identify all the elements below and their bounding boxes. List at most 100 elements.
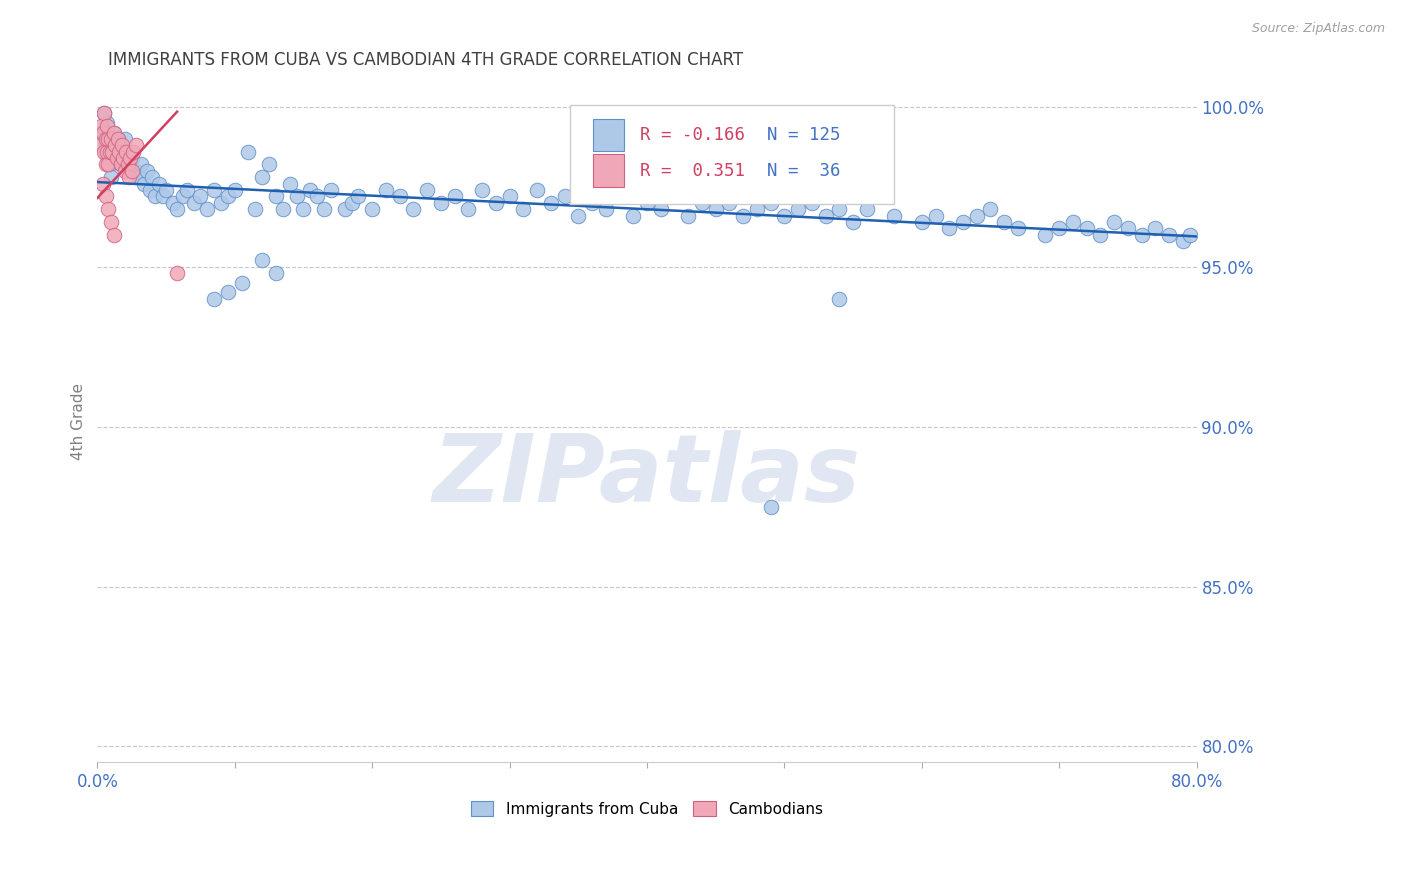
Point	[162, 195, 184, 210]
Point	[100, 170, 122, 185]
Point	[100, 215, 122, 229]
Text: N = 125: N = 125	[766, 126, 841, 145]
Point	[111, 138, 134, 153]
Point	[115, 145, 138, 159]
Point	[828, 202, 851, 217]
Point	[252, 253, 274, 268]
Point	[93, 106, 115, 120]
Text: R = -0.166: R = -0.166	[640, 126, 745, 145]
Point	[245, 202, 267, 217]
Point	[121, 151, 143, 165]
Point	[1090, 227, 1112, 242]
Bar	[593, 119, 624, 152]
Point	[1178, 227, 1201, 242]
Point	[110, 157, 132, 171]
Point	[93, 145, 115, 159]
Point	[217, 285, 239, 300]
Point	[457, 202, 479, 217]
Point	[135, 164, 157, 178]
Point	[787, 202, 810, 217]
Point	[141, 170, 163, 185]
Point	[89, 138, 111, 153]
Point	[1159, 227, 1181, 242]
Point	[257, 157, 280, 171]
Point	[664, 189, 686, 203]
Point	[1076, 221, 1098, 235]
Point	[745, 202, 768, 217]
Point	[430, 195, 453, 210]
Point	[125, 164, 148, 178]
Point	[217, 189, 239, 203]
Point	[264, 189, 287, 203]
Point	[97, 132, 120, 146]
Point	[299, 183, 322, 197]
Point	[96, 145, 118, 159]
Point	[814, 209, 837, 223]
Point	[103, 227, 125, 242]
Bar	[593, 154, 624, 187]
Point	[94, 189, 117, 203]
Point	[101, 145, 124, 159]
Point	[1102, 215, 1125, 229]
Point	[1062, 215, 1084, 229]
Point	[166, 202, 188, 217]
Point	[1007, 221, 1029, 235]
Point	[91, 126, 114, 140]
Point	[115, 145, 138, 159]
Point	[96, 119, 118, 133]
Point	[100, 132, 122, 146]
Point	[97, 157, 120, 171]
Point	[104, 138, 127, 153]
Point	[172, 189, 194, 203]
Point	[402, 202, 425, 217]
Point	[966, 209, 988, 223]
Point	[285, 189, 308, 203]
Point	[271, 202, 294, 217]
Point	[117, 157, 139, 171]
Point	[94, 138, 117, 153]
Point	[101, 145, 124, 159]
Point	[485, 195, 508, 210]
Point	[103, 126, 125, 140]
Point	[94, 157, 117, 171]
Point	[307, 189, 329, 203]
Point	[924, 209, 946, 223]
Point	[176, 183, 198, 197]
Point	[828, 292, 851, 306]
Point	[676, 209, 699, 223]
Point	[128, 170, 150, 185]
Point	[979, 202, 1001, 217]
Point	[333, 202, 356, 217]
Point	[96, 116, 118, 130]
Point	[104, 138, 127, 153]
Point	[361, 202, 384, 217]
Point	[105, 151, 128, 165]
Point	[1116, 221, 1139, 235]
Point	[112, 151, 135, 165]
Point	[195, 202, 218, 217]
Point	[911, 215, 934, 229]
FancyBboxPatch shape	[569, 105, 894, 204]
Point	[183, 195, 205, 210]
Point	[1130, 227, 1153, 242]
Point	[733, 209, 755, 223]
Point	[100, 132, 122, 146]
Point	[224, 183, 246, 197]
Point	[202, 183, 225, 197]
Point	[98, 157, 121, 171]
Point	[636, 195, 658, 210]
Point	[567, 209, 589, 223]
Point	[202, 292, 225, 306]
Point	[148, 177, 170, 191]
Point	[190, 189, 212, 203]
Point	[252, 170, 274, 185]
Text: Source: ZipAtlas.com: Source: ZipAtlas.com	[1251, 22, 1385, 36]
Point	[114, 132, 136, 146]
Point	[609, 189, 631, 203]
Point	[443, 189, 465, 203]
Point	[1171, 234, 1194, 248]
Point	[388, 189, 411, 203]
Point	[842, 215, 865, 229]
Point	[166, 266, 188, 280]
Point	[114, 164, 136, 178]
